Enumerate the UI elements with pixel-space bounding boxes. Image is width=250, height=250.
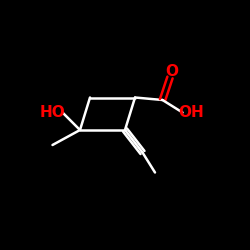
- Text: HO: HO: [40, 105, 66, 120]
- Text: OH: OH: [178, 105, 204, 120]
- Text: O: O: [165, 64, 178, 79]
